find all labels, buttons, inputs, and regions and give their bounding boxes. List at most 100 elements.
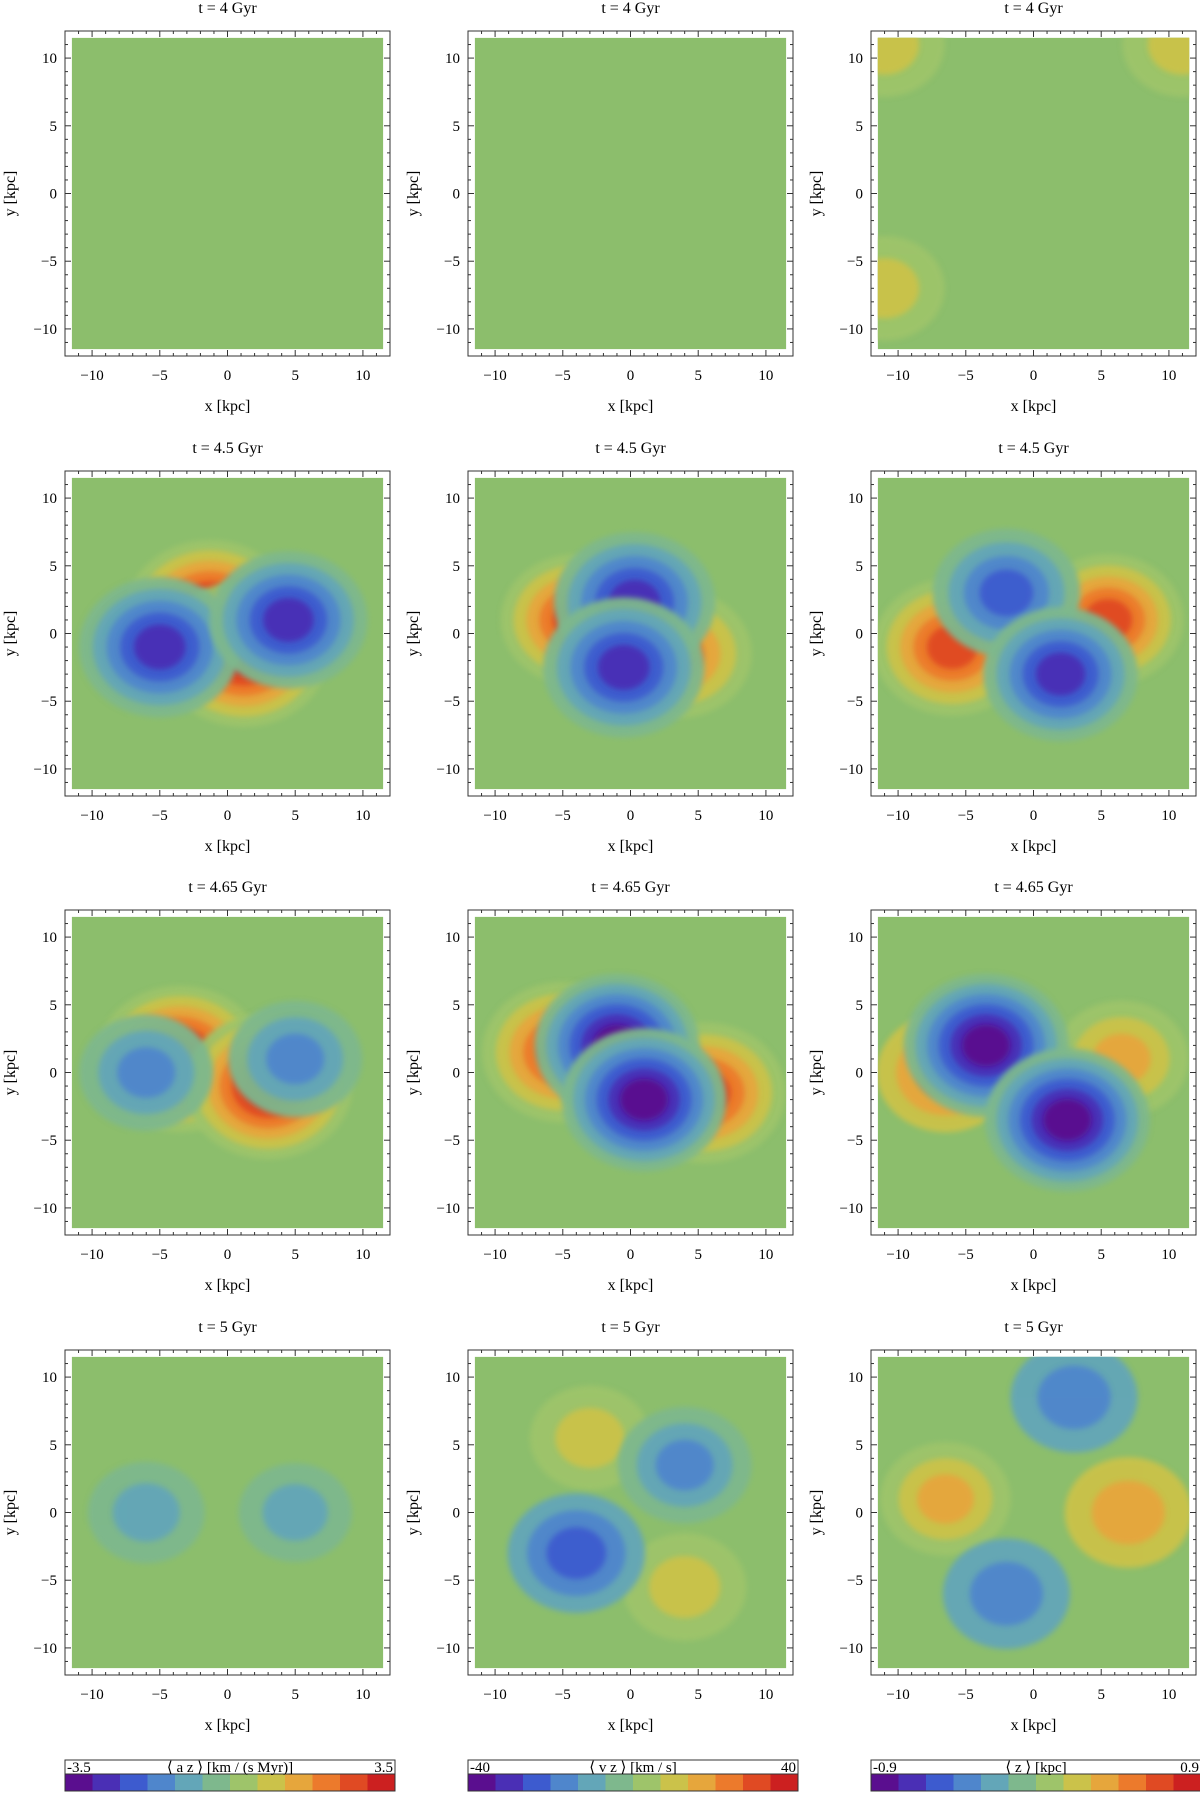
- colorbar-swatch: [495, 1774, 524, 1791]
- y-tick-label: 5: [453, 559, 461, 575]
- y-tick-label: 5: [453, 998, 461, 1014]
- panel-title: t = 4 Gyr: [1004, 0, 1063, 17]
- colorbar-swatch: [953, 1774, 982, 1791]
- y-tick-label: −5: [41, 1133, 57, 1149]
- panel-r2-c1: t = 4.65 Gyr −10 −5 0 5 10 −10 −5 0 5 10 x [kpc] y […: [405, 879, 794, 1294]
- y-tick-label: −5: [444, 1573, 460, 1589]
- y-axis-label: y [kpc]: [405, 1490, 422, 1536]
- x-tick-label: 0: [1030, 1687, 1038, 1703]
- colorbar-swatch: [871, 1774, 899, 1791]
- panel-title: t = 4.5 Gyr: [998, 440, 1069, 457]
- x-tick-label: −10: [886, 1247, 909, 1263]
- colorbar-swatch: [1036, 1774, 1064, 1791]
- heatmap-contour: [1147, 37, 1190, 75]
- y-tick-label: 10: [42, 491, 57, 507]
- heatmap-area: [71, 37, 384, 350]
- y-tick-label: −5: [847, 1133, 863, 1149]
- y-axis-label: y [kpc]: [2, 1490, 19, 1536]
- x-tick-label: −10: [483, 808, 506, 824]
- y-tick-label: 0: [50, 1066, 58, 1082]
- y-tick-label: 5: [856, 559, 864, 575]
- heatmap-area: [71, 1356, 384, 1669]
- y-tick-label: 10: [848, 930, 863, 946]
- colorbar-swatch: [367, 1774, 396, 1791]
- x-tick-label: 5: [1097, 368, 1105, 384]
- colorbar-min-label: -40: [470, 1760, 490, 1776]
- x-tick-label: 5: [1097, 1687, 1105, 1703]
- heatmap-area: [71, 477, 384, 790]
- x-tick-label: −10: [483, 1247, 506, 1263]
- colorbar-swatch: [578, 1774, 606, 1791]
- x-tick-label: 5: [291, 368, 299, 384]
- x-tick-label: 0: [627, 808, 635, 824]
- x-tick-label: −10: [483, 1687, 506, 1703]
- y-tick-label: −10: [34, 1201, 57, 1217]
- heatmap-area: [474, 37, 787, 350]
- x-axis-label: x [kpc]: [205, 1277, 251, 1294]
- x-axis-label: x [kpc]: [608, 398, 654, 415]
- colorbar-0: -3.5 3.5 ⟨ a z ⟩ [km / (s Myr)]: [64, 1759, 396, 1792]
- x-axis-label: x [kpc]: [1011, 1277, 1057, 1294]
- colorbar-swatch: [120, 1774, 148, 1791]
- x-tick-label: 5: [694, 808, 702, 824]
- y-tick-label: 0: [50, 187, 58, 203]
- panel-r3-c0: t = 5 Gyr −10 −5 0 5 10 −10 −5 0 5 10 x [kpc] y [kpc…: [2, 1319, 391, 1734]
- x-axis-label: x [kpc]: [1011, 398, 1057, 415]
- x-axis-label: x [kpc]: [205, 398, 251, 415]
- y-tick-label: −10: [840, 1201, 863, 1217]
- x-axis-label: x [kpc]: [205, 1717, 251, 1734]
- colorbar-swatch: [340, 1774, 368, 1791]
- heatmap-contour: [877, 37, 920, 75]
- y-tick-label: −5: [847, 1573, 863, 1589]
- x-axis-label: x [kpc]: [608, 1277, 654, 1294]
- panel-r0-c2: t = 4 Gyr −10 −5 0 5 10 −10 −5 0 5 10 x [kpc] y [kpc…: [808, 0, 1197, 415]
- panel-r3-c2: t = 5 Gyr −10 −5 0 5 10 −10 −5 0 5 10 x [kpc] y [kpc…: [808, 1319, 1197, 1734]
- heatmap-contour: [112, 1483, 180, 1542]
- panel-r3-c1: t = 5 Gyr −10 −5 0 5 10 −10 −5 0 5 10 x [kpc] y [kpc…: [405, 1319, 794, 1734]
- x-tick-label: 0: [224, 808, 232, 824]
- colorbar-swatch: [1173, 1774, 1200, 1791]
- heatmap-contour: [597, 644, 650, 690]
- colorbar-swatch: [312, 1774, 341, 1791]
- heatmap-contour: [969, 1561, 1043, 1626]
- colorbar-swatch: [230, 1774, 258, 1791]
- y-axis-label: y [kpc]: [2, 611, 19, 657]
- x-tick-label: −10: [80, 1247, 103, 1263]
- y-tick-label: 10: [445, 491, 460, 507]
- y-axis-label: y [kpc]: [808, 1490, 825, 1536]
- colorbar-swatch: [285, 1774, 313, 1791]
- y-tick-label: −10: [437, 1201, 460, 1217]
- heatmap-area: [474, 916, 787, 1229]
- y-tick-label: 0: [856, 187, 864, 203]
- panel-title: t = 4.5 Gyr: [192, 440, 263, 457]
- panel-r1-c2: t = 4.5 Gyr −10 −5 0 5 10 −10 −5 0 5 10 x [kpc] y [k…: [808, 440, 1197, 855]
- heatmap-area: [877, 37, 1190, 350]
- heatmap-area: [877, 477, 1190, 790]
- x-tick-label: 5: [291, 808, 299, 824]
- y-tick-label: 5: [50, 1438, 58, 1454]
- y-axis-label: y [kpc]: [808, 171, 825, 217]
- x-tick-label: 10: [758, 808, 773, 824]
- colorbar-max-label: 0.9: [1180, 1760, 1199, 1776]
- y-tick-label: −5: [847, 694, 863, 710]
- colorbar-swatch: [468, 1774, 496, 1791]
- colorbar-swatch: [1063, 1774, 1092, 1791]
- x-tick-label: −5: [958, 1687, 974, 1703]
- panel-title: t = 5 Gyr: [601, 1319, 660, 1336]
- heatmap-contour: [1035, 652, 1086, 696]
- heatmap-contour: [1037, 1365, 1111, 1430]
- colorbar-swatch: [898, 1774, 927, 1791]
- y-tick-label: 0: [856, 1506, 864, 1522]
- y-axis-label: y [kpc]: [2, 171, 19, 217]
- x-tick-label: −10: [80, 1687, 103, 1703]
- x-tick-label: −5: [152, 1687, 168, 1703]
- y-tick-label: −10: [34, 322, 57, 338]
- heatmap-contour: [917, 1474, 974, 1524]
- heatmap-area: [877, 1356, 1190, 1669]
- colorbar-swatch: [660, 1774, 689, 1791]
- x-tick-label: 5: [291, 1247, 299, 1263]
- x-tick-label: −10: [886, 1687, 909, 1703]
- panel-title: t = 4 Gyr: [198, 0, 257, 17]
- panel-title: t = 4.65 Gyr: [994, 879, 1073, 896]
- x-tick-label: −10: [80, 808, 103, 824]
